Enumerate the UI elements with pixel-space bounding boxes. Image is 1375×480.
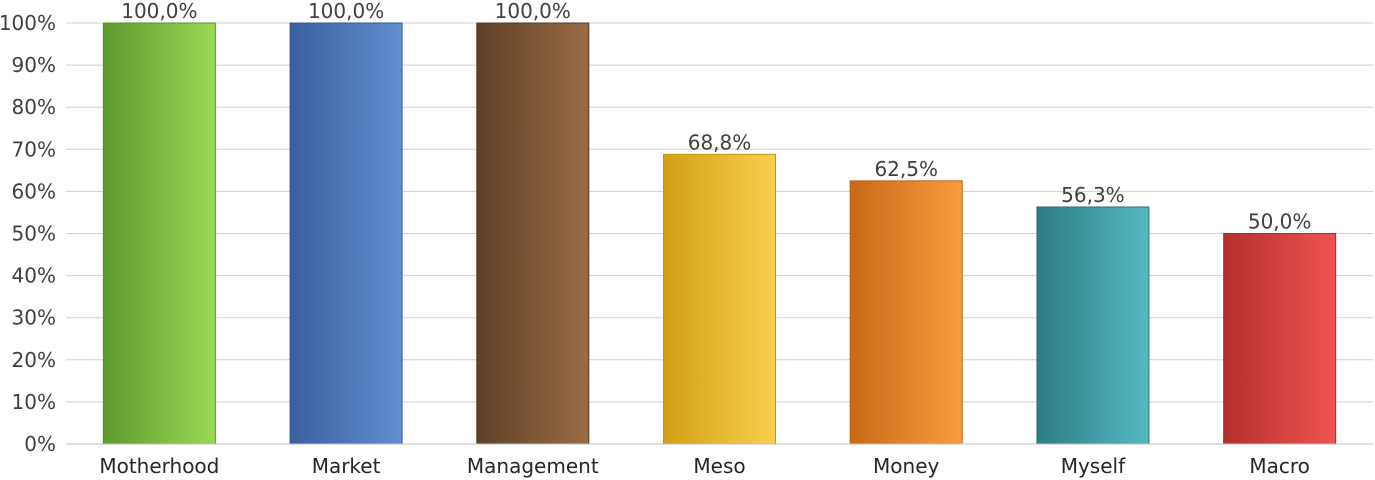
category-label-macro: Macro	[1249, 454, 1310, 478]
y-tick-label: 0%	[24, 432, 56, 456]
data-label-money: 62,5%	[874, 157, 938, 181]
data-label-motherhood: 100,0%	[121, 0, 197, 23]
y-tick-label: 30%	[12, 306, 56, 330]
category-label-management: Management	[467, 454, 599, 478]
bar-money	[849, 180, 963, 445]
category-label-money: Money	[873, 454, 939, 478]
data-label-meso: 68,8%	[688, 130, 752, 154]
category-label-meso: Meso	[693, 454, 745, 478]
bar-management	[476, 22, 590, 445]
y-tick-label: 80%	[12, 95, 56, 119]
bar-myself	[1036, 206, 1150, 445]
y-axis-tick-labels: 0% 10% 20% 30% 40% 50% 60% 70% 80% 90% 100%	[0, 11, 56, 456]
data-label-macro: 50,0%	[1248, 210, 1312, 234]
y-tick-label: 90%	[12, 53, 56, 77]
bar-meso	[663, 153, 776, 445]
y-tick-label: 10%	[12, 390, 56, 414]
y-tick-label: 70%	[12, 137, 56, 161]
category-label-market: Market	[312, 454, 381, 478]
y-tick-label: 50%	[12, 222, 56, 246]
category-label-myself: Myself	[1061, 454, 1126, 478]
data-label-myself: 56,3%	[1061, 183, 1125, 207]
data-label-management: 100,0%	[495, 0, 571, 23]
category-label-motherhood: Motherhood	[99, 454, 219, 478]
data-labels: 100,0% 100,0% 100,0% 68,8% 62,5% 56,3% 50,0%	[121, 0, 1311, 234]
bar-market	[289, 22, 403, 445]
bar-macro	[1223, 233, 1337, 445]
y-tick-label: 60%	[12, 179, 56, 203]
x-axis-category-labels: Motherhood Market Management Meso Money Mysel…	[99, 454, 1310, 478]
y-tick-label: 100%	[0, 11, 56, 35]
y-tick-label: 40%	[12, 264, 56, 288]
data-label-market: 100,0%	[308, 0, 384, 23]
y-tick-label: 20%	[12, 348, 56, 372]
bar-motherhood	[102, 22, 216, 445]
